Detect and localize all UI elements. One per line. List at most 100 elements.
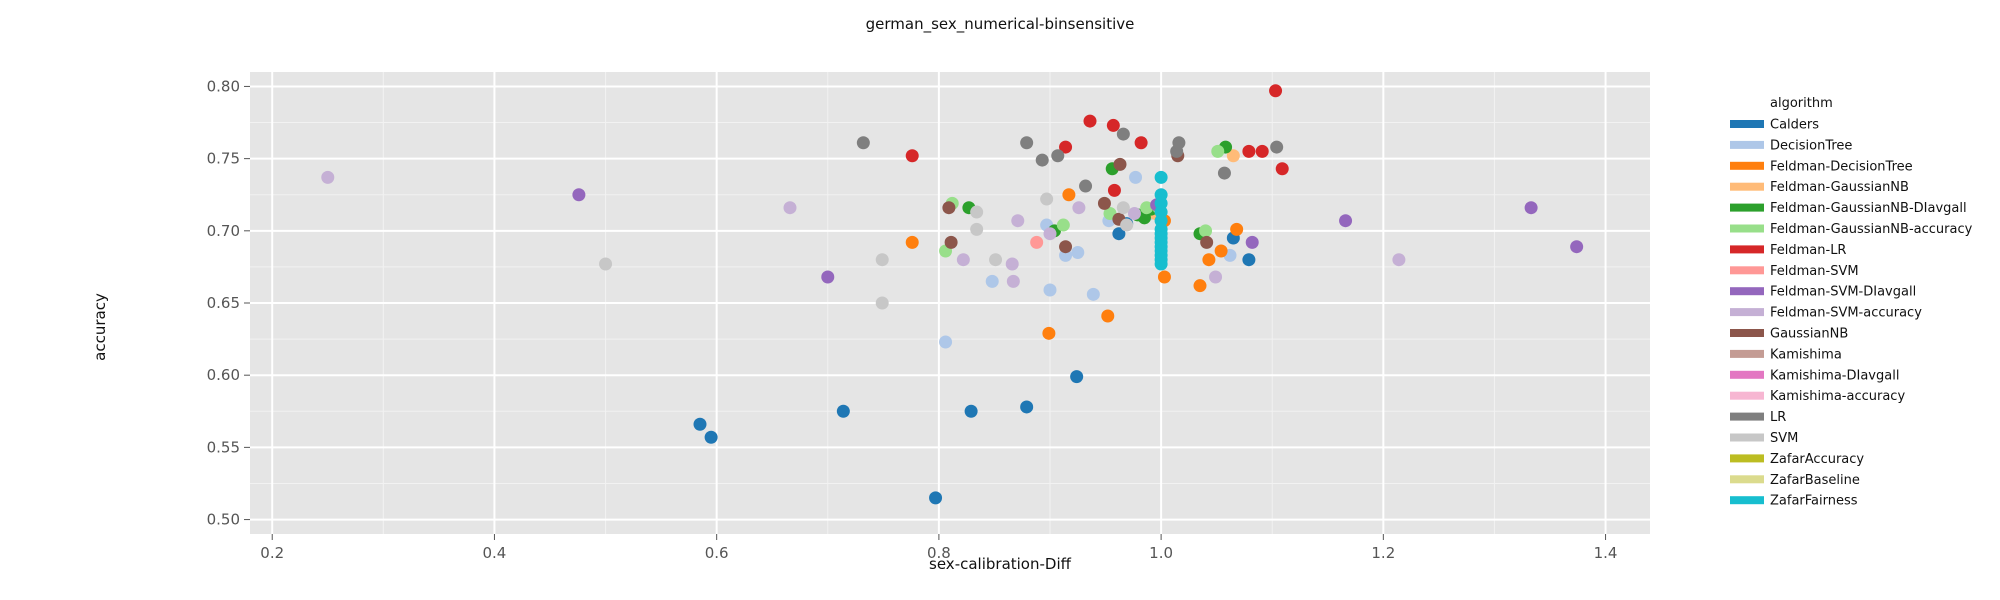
legend-swatch <box>1730 266 1764 275</box>
data-point <box>1129 170 1143 184</box>
x-tick-label: 1.2 <box>1371 544 1395 562</box>
legend-label: Kamishima-DIavgall <box>1770 368 1899 383</box>
data-point <box>964 404 978 418</box>
series-svm <box>599 192 1134 310</box>
data-point <box>704 430 718 444</box>
data-point <box>939 335 953 349</box>
data-point <box>1524 201 1538 215</box>
data-point <box>1059 140 1073 154</box>
data-point <box>1245 235 1259 249</box>
legend-label: ZafarBaseline <box>1770 473 1860 488</box>
legend-swatch <box>1730 496 1764 505</box>
legend-swatch <box>1730 308 1764 317</box>
x-tick-label: 0.2 <box>260 544 284 562</box>
data-point <box>1255 144 1269 158</box>
data-point <box>985 274 999 288</box>
legend-label: Feldman-SVM <box>1770 264 1859 279</box>
data-point <box>1193 279 1207 293</box>
data-point <box>821 270 835 284</box>
data-point <box>1071 245 1085 259</box>
data-point <box>783 201 797 215</box>
legend-swatch <box>1730 391 1764 400</box>
data-point <box>1392 253 1406 267</box>
legend-swatch <box>1730 349 1764 358</box>
data-point <box>1154 257 1168 271</box>
data-point <box>1116 201 1130 215</box>
data-point <box>905 149 919 163</box>
legend-swatch <box>1730 245 1764 254</box>
chart-title: german_sex_numerical-binsensitive <box>866 15 1135 34</box>
data-point <box>1040 192 1054 206</box>
data-point <box>1230 222 1244 236</box>
legend-label: DecisionTree <box>1770 138 1852 153</box>
data-point <box>1083 114 1097 128</box>
legend-swatch <box>1730 224 1764 233</box>
data-point <box>1112 227 1126 241</box>
data-point <box>1062 188 1076 202</box>
data-point <box>1043 227 1057 241</box>
data-point <box>1120 218 1134 232</box>
legend-label: Feldman-SVM-DIavgall <box>1770 285 1916 300</box>
data-point <box>929 491 943 505</box>
legend-label: Feldman-GaussianNB-DIavgall <box>1770 201 1967 216</box>
legend-label: Feldman-SVM-accuracy <box>1770 306 1922 321</box>
series-feldman-lr <box>905 84 1289 197</box>
data-point <box>1154 170 1168 184</box>
data-point <box>1339 214 1353 228</box>
data-point <box>1269 84 1283 98</box>
data-point <box>1200 235 1214 249</box>
series-feldman-svm-diavgall <box>572 188 1584 284</box>
data-point <box>1209 270 1223 284</box>
data-point <box>1211 144 1225 158</box>
data-point <box>1097 196 1111 210</box>
y-tick-label: 0.65 <box>207 294 240 312</box>
data-point <box>1172 136 1186 150</box>
legend-label: ZafarFairness <box>1770 494 1858 509</box>
legend-swatch <box>1730 454 1764 463</box>
series-gaussiannb <box>942 149 1214 254</box>
data-point <box>1056 218 1070 232</box>
data-point <box>1570 240 1584 254</box>
data-point <box>1072 201 1086 215</box>
legend-swatch <box>1730 412 1764 421</box>
data-point <box>1006 274 1020 288</box>
data-point <box>970 222 984 236</box>
data-point <box>1214 244 1228 258</box>
data-point <box>1270 140 1284 154</box>
legend: algorithm Calders DecisionTree Feldman-Dec… <box>1730 96 1973 509</box>
data-point <box>942 201 956 215</box>
data-point <box>1134 136 1148 150</box>
y-tick-label: 0.80 <box>207 77 240 95</box>
data-point <box>1101 309 1115 323</box>
legend-title: algorithm <box>1770 96 1833 111</box>
major-gridlines <box>250 72 1650 534</box>
legend-label: Kamishima <box>1770 347 1842 362</box>
data-point <box>1106 118 1120 132</box>
data-point <box>905 235 919 249</box>
data-points <box>321 84 1584 505</box>
legend-swatch <box>1730 329 1764 337</box>
legend-label: Feldman-GaussianNB-accuracy <box>1770 222 1973 237</box>
y-tick-label: 0.55 <box>207 438 240 456</box>
data-point <box>875 296 889 310</box>
x-tick-label: 0.8 <box>927 544 951 562</box>
series-feldman-svm-accuracy <box>321 170 1406 288</box>
data-point <box>1199 224 1213 238</box>
data-point <box>1127 206 1141 220</box>
data-point <box>1042 326 1056 340</box>
y-tick-label: 0.50 <box>207 511 240 529</box>
legend-swatch <box>1730 287 1764 296</box>
data-point <box>1035 153 1049 167</box>
legend-swatch <box>1730 182 1764 191</box>
legend-swatch <box>1730 203 1764 212</box>
series-feldman-svm <box>1030 235 1044 249</box>
data-point <box>1030 235 1044 249</box>
data-point <box>1113 157 1127 171</box>
legend-swatch <box>1730 370 1764 379</box>
data-point <box>970 205 984 219</box>
data-point <box>856 136 870 150</box>
legend-label: ZafarAccuracy <box>1770 452 1864 467</box>
data-point <box>1079 179 1093 193</box>
legend-label: Feldman-GaussianNB <box>1770 180 1909 195</box>
